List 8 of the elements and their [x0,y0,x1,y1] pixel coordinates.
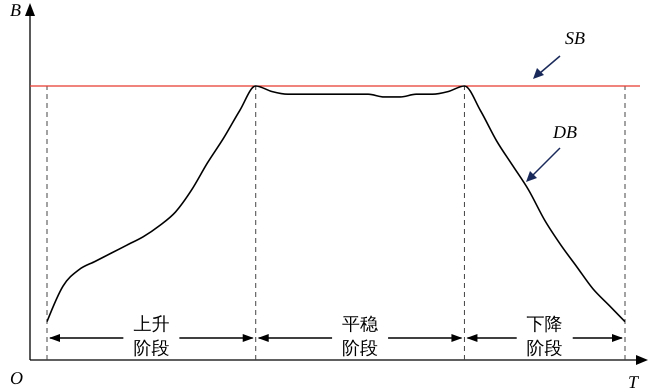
annotation: 上升阶段 [133,314,170,359]
text: DB [552,122,577,142]
x-axis-title: T [628,372,640,392]
ref-line-label: SB [565,28,585,48]
annotation: 下降阶段 [526,314,563,359]
annotation: 平稳阶段 [342,314,378,359]
text: O [10,368,23,388]
y-axis-title: B [10,0,21,20]
